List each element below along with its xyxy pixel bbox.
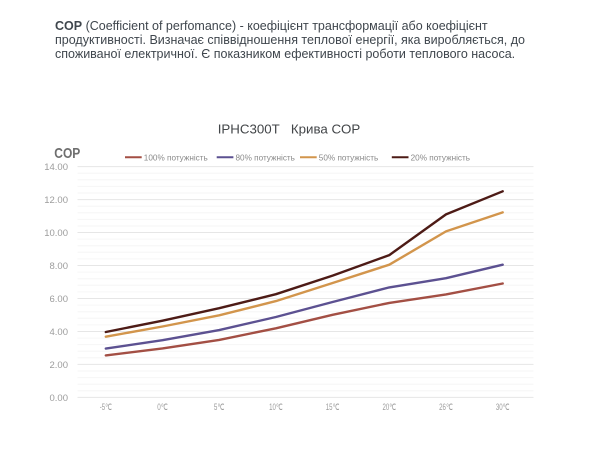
svg-text:26℃: 26℃: [439, 402, 453, 412]
svg-text:20℃: 20℃: [383, 402, 397, 412]
svg-text:10.00: 10.00: [44, 228, 68, 239]
svg-text:10℃: 10℃: [269, 402, 283, 412]
svg-text:0.00: 0.00: [50, 393, 69, 404]
svg-text:12.00: 12.00: [44, 195, 68, 206]
svg-text:30℃: 30℃: [496, 402, 510, 412]
svg-text:100% потужність: 100% потужність: [144, 154, 208, 163]
svg-text:-5℃: -5℃: [100, 402, 112, 412]
svg-text:15℃: 15℃: [326, 402, 340, 412]
svg-text:8.00: 8.00: [50, 261, 69, 272]
svg-text:14.00: 14.00: [44, 162, 68, 173]
svg-text:COP: COP: [54, 145, 80, 162]
svg-text:IPHC300T Крива COP: IPHC300T Крива COP: [218, 122, 361, 137]
svg-text:4.00: 4.00: [50, 327, 69, 338]
svg-text:0℃: 0℃: [157, 402, 168, 412]
svg-text:5℃: 5℃: [214, 402, 225, 412]
svg-text:50% потужність: 50% потужність: [319, 154, 378, 163]
svg-text:6.00: 6.00: [50, 294, 69, 305]
svg-text:20% потужність: 20% потужність: [411, 154, 470, 163]
svg-text:80% потужність: 80% потужність: [236, 154, 295, 163]
svg-text:2.00: 2.00: [50, 360, 69, 371]
